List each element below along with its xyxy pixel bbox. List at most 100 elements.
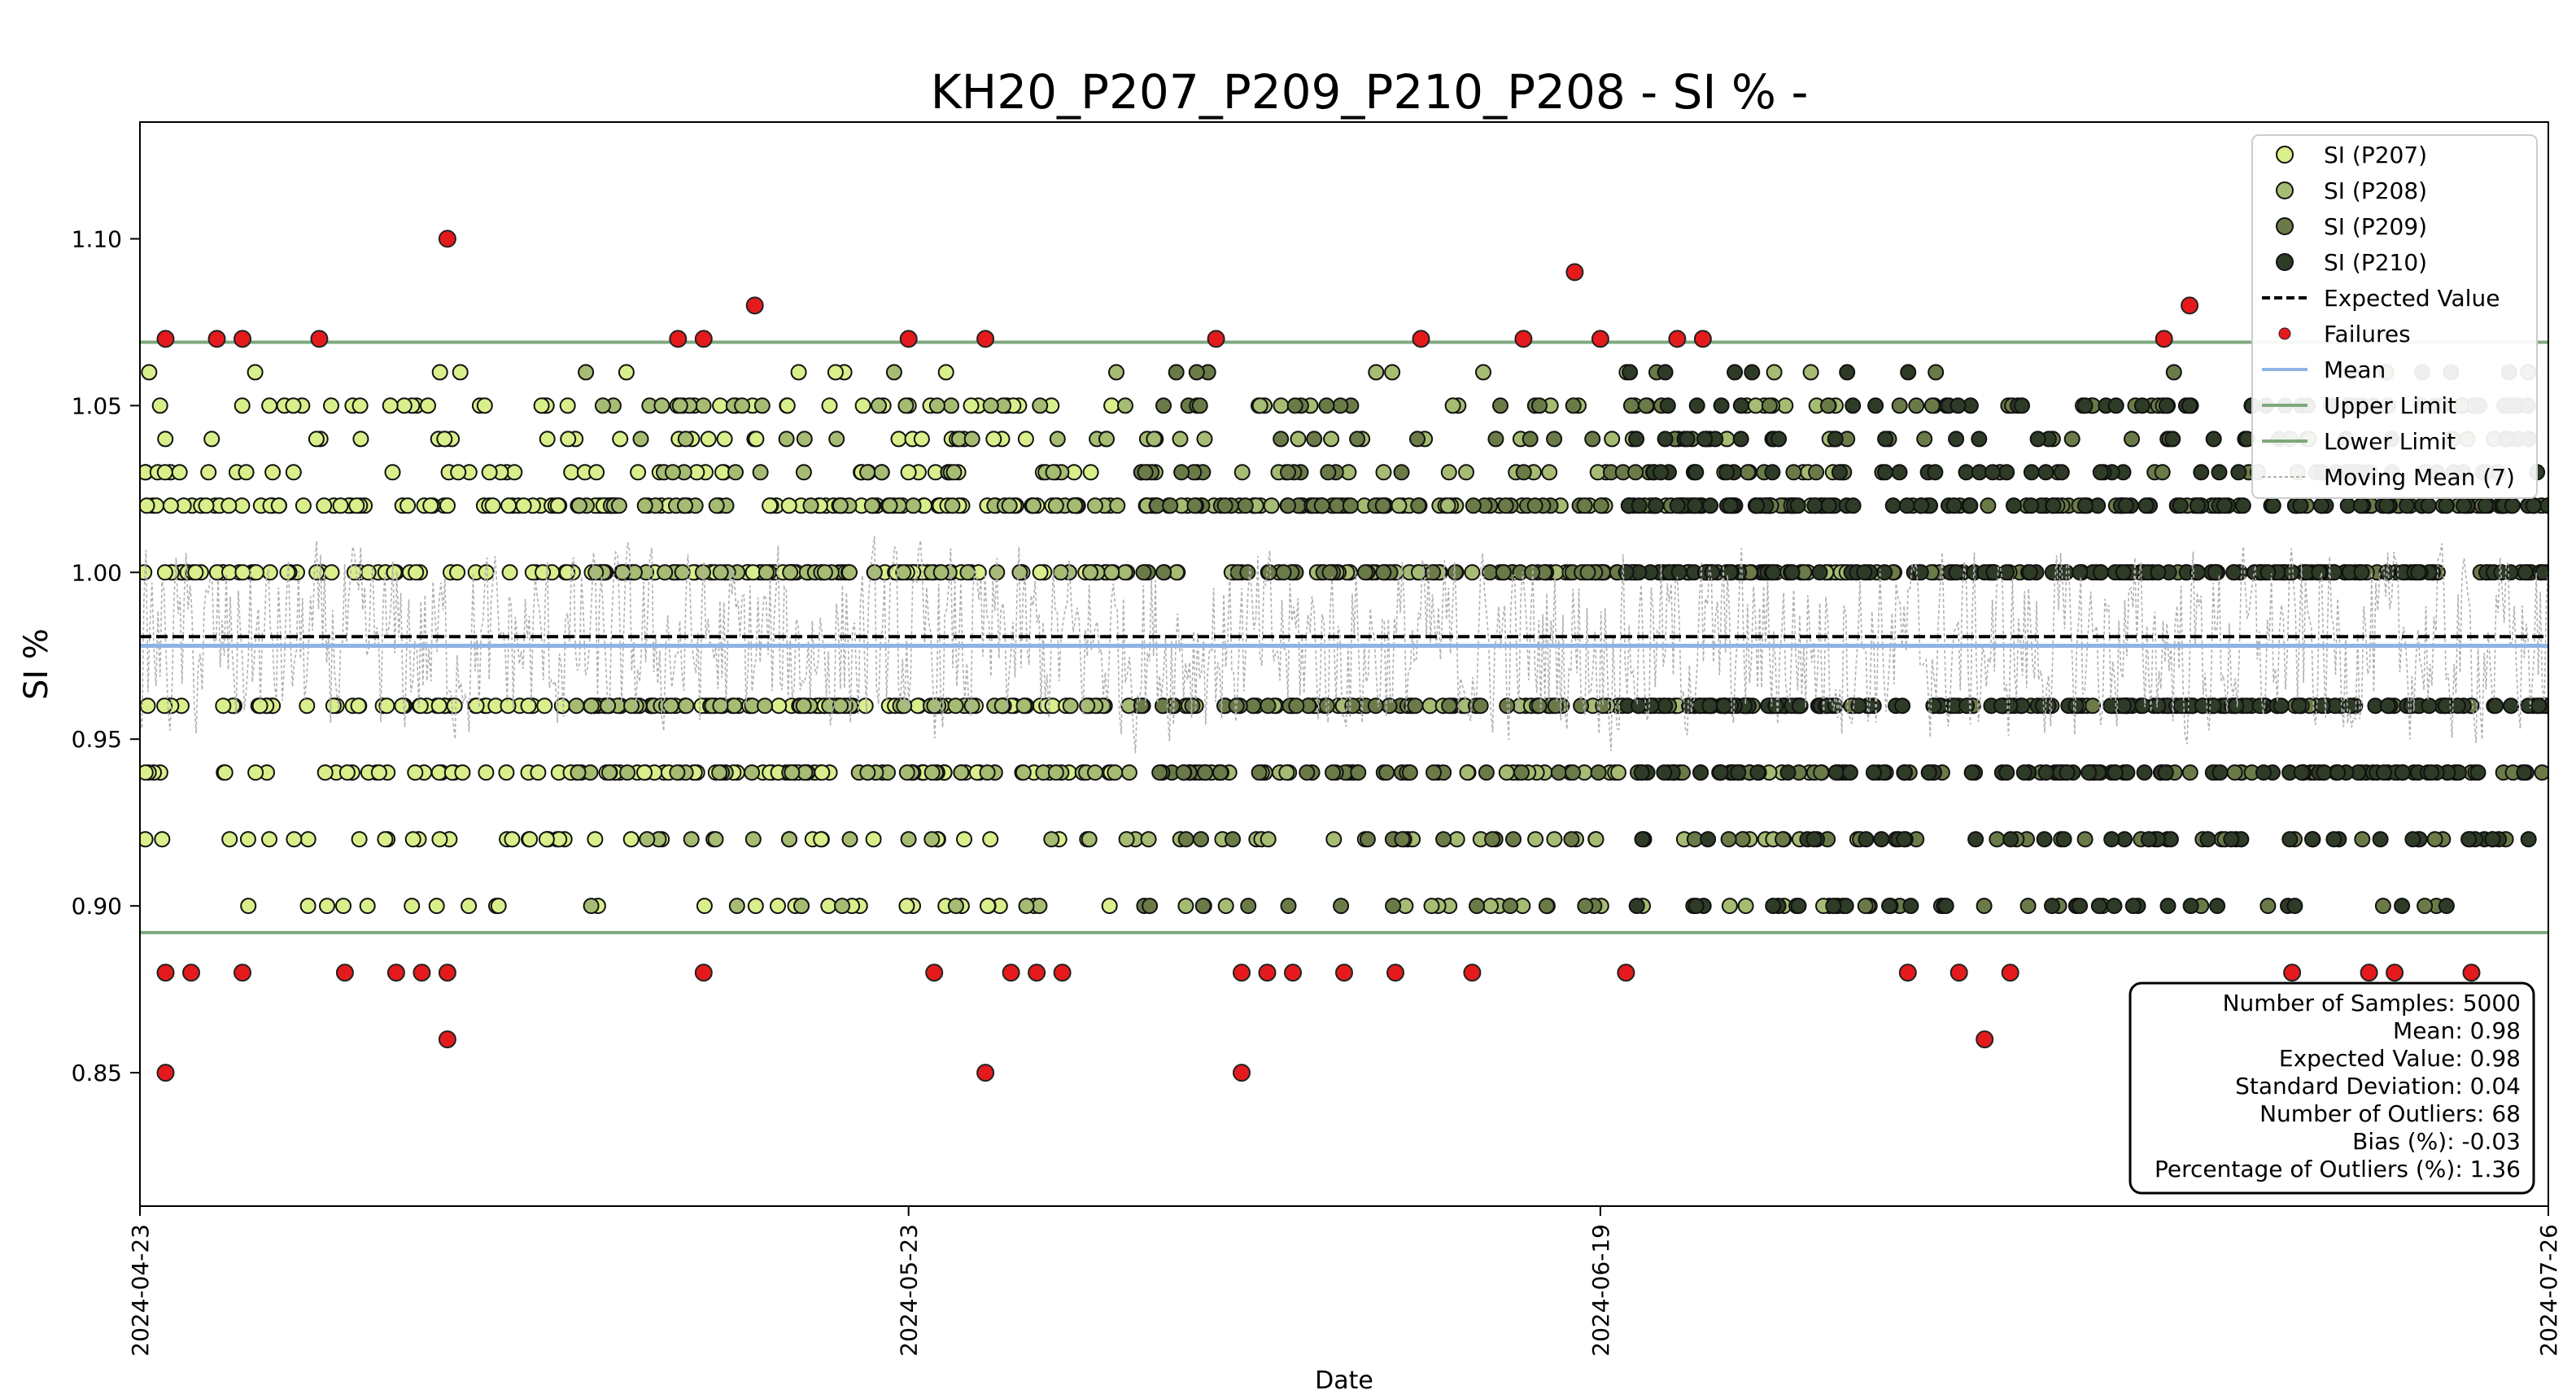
data-point	[1062, 697, 1079, 715]
data-point	[1505, 831, 1522, 848]
data-point	[141, 364, 158, 381]
data-point	[841, 831, 858, 848]
data-point	[2159, 898, 2177, 915]
data-point	[157, 431, 174, 448]
data-point	[247, 564, 264, 581]
data-point	[264, 464, 282, 481]
data-point	[1350, 764, 1367, 781]
data-point	[1447, 564, 1464, 581]
data-point	[2029, 431, 2046, 448]
data-point	[1531, 397, 1548, 414]
data-point	[408, 564, 425, 581]
data-point	[897, 397, 915, 414]
failure-point	[1028, 964, 1046, 982]
data-point	[1720, 831, 1737, 848]
data-point	[1290, 431, 1307, 448]
legend-swatch	[2278, 327, 2291, 340]
data-point	[1329, 497, 1346, 514]
data-point	[1320, 464, 1337, 481]
data-point	[198, 497, 215, 514]
data-point	[795, 464, 812, 481]
data-point	[2375, 764, 2392, 781]
data-point	[490, 898, 507, 915]
data-point	[439, 497, 456, 514]
data-point	[560, 431, 577, 448]
data-point	[1839, 364, 1856, 381]
data-point	[431, 364, 448, 381]
data-point	[468, 697, 485, 715]
data-point	[1565, 397, 1582, 414]
failure-point	[438, 230, 456, 248]
data-point	[481, 464, 498, 481]
data-point	[2281, 831, 2299, 848]
data-point	[285, 464, 302, 481]
data-point	[1831, 464, 1848, 481]
data-point	[2438, 898, 2455, 915]
data-point	[1865, 764, 1882, 781]
data-point	[454, 764, 471, 781]
data-point	[2259, 898, 2277, 915]
data-point	[2117, 497, 2134, 514]
data-point	[162, 497, 179, 514]
data-point	[428, 898, 445, 915]
data-point	[1239, 564, 1256, 581]
data-point	[873, 464, 890, 481]
data-point	[1196, 431, 1213, 448]
data-point	[285, 397, 302, 414]
data-point	[695, 397, 712, 414]
stats-line: Standard Deviation: 0.04	[2235, 1073, 2521, 1100]
data-point	[827, 364, 844, 381]
data-point	[669, 764, 686, 781]
data-point	[1193, 831, 1209, 848]
data-point	[726, 697, 743, 715]
data-point	[1891, 397, 1908, 414]
x-tick-label: 2024-06-19	[1587, 1224, 1614, 1357]
data-point	[1458, 464, 1474, 481]
data-point	[1082, 564, 1098, 581]
data-point	[2014, 397, 2030, 414]
legend-label: Lower Limit	[2324, 428, 2456, 455]
data-point	[1688, 397, 1705, 414]
data-point	[1527, 831, 1544, 848]
data-point	[384, 464, 401, 481]
data-point	[1913, 497, 1930, 514]
data-point	[338, 764, 356, 781]
data-point	[1251, 764, 1268, 781]
data-point	[1923, 397, 1941, 414]
data-point	[247, 764, 264, 781]
data-point	[677, 431, 694, 448]
data-point	[985, 431, 1002, 448]
data-point	[1811, 564, 1828, 581]
legend-label: Expected Value	[2324, 285, 2500, 312]
data-point	[1700, 831, 1717, 848]
data-point	[859, 464, 876, 481]
data-point	[1043, 831, 1060, 848]
data-point	[859, 764, 876, 781]
data-point	[2293, 764, 2310, 781]
data-point	[533, 397, 550, 414]
data-point	[449, 564, 466, 581]
data-point	[1407, 697, 1424, 715]
data-point	[1765, 898, 1782, 915]
data-point	[1920, 764, 1937, 781]
data-point	[790, 364, 807, 381]
data-point	[963, 431, 980, 448]
data-point	[1622, 397, 1639, 414]
data-point	[1766, 364, 1783, 381]
data-point	[1018, 898, 1035, 915]
data-point	[707, 831, 724, 848]
data-point	[1634, 831, 1651, 848]
data-point	[140, 697, 156, 715]
data-point	[980, 898, 996, 915]
data-point	[1260, 831, 1277, 848]
data-point	[536, 697, 553, 715]
data-point	[240, 898, 257, 915]
data-point	[335, 898, 351, 915]
data-point	[1162, 497, 1179, 514]
data-point	[247, 364, 264, 381]
data-point	[1047, 497, 1064, 514]
data-point	[770, 898, 786, 915]
data-point	[412, 697, 429, 715]
data-point	[1627, 464, 1644, 481]
data-point	[2189, 497, 2206, 514]
